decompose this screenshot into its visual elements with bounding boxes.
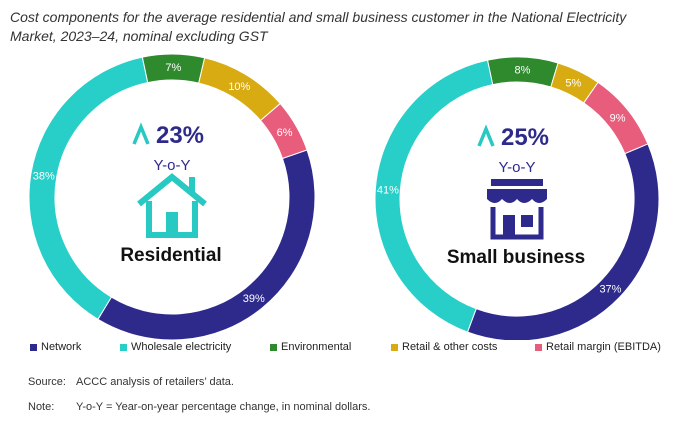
donut-residential: 7% 10% 6% 39% 38% 23% Y-o-Y Residential (28, 53, 316, 340)
legend-label-environmental: Environmental (281, 341, 352, 353)
house-icon (137, 173, 207, 238)
source-label: Source: (28, 376, 66, 388)
legend-label-retail-other: Retail & other costs (402, 341, 498, 353)
donut-charts: 7% 10% 6% 39% 38% 23% Y-o-Y Residential 8% 5% 9% 37… (28, 53, 660, 340)
up-chevron-icon (477, 124, 495, 147)
legend-label-network: Network (41, 341, 82, 353)
slice-small-business-wholesale-electricity (374, 59, 494, 333)
legend-swatch-retail-other (391, 343, 398, 351)
donut-name-residential: Residential (120, 245, 221, 266)
legend-label-retail-margin: Retail margin (EBITDA) (546, 341, 661, 353)
data-label-residential-retail-other-costs: 10% (228, 81, 250, 93)
up-chevron-icon (132, 122, 150, 145)
legend-item-retail-margin: Retail margin (EBITDA) (535, 341, 661, 353)
donut-small-business: 8% 5% 9% 37% 41% 25% Y-o-Y Small business (374, 56, 660, 340)
legend-item-retail-other: Retail & other costs (391, 341, 497, 353)
source-note: Source: ACCC analysis of retailers’ data. (28, 376, 234, 388)
data-label-residential-environmental: 7% (165, 62, 181, 74)
legend-swatch-network (30, 343, 37, 351)
footnote: Note: Y-o-Y = Year-on-year percentage cha… (28, 401, 370, 413)
legend-label-wholesale: Wholesale electricity (131, 341, 232, 353)
note-text: Y-o-Y = Year-on-year percentage change, … (76, 401, 371, 413)
legend-item-environmental: Environmental (270, 341, 351, 353)
data-label-residential-retail-margin-ebitda: 6% (277, 127, 293, 139)
note-label: Note: (28, 401, 55, 413)
slice-residential-wholesale-electricity (28, 56, 149, 321)
legend-item-wholesale: Wholesale electricity (120, 341, 231, 353)
legend-item-network: Network (30, 341, 81, 353)
donut-name-small-business: Small business (447, 247, 585, 268)
data-label-small-business-environmental: 8% (514, 65, 530, 77)
change-label-small-business: Y-o-Y (499, 159, 536, 176)
source-text: ACCC analysis of retailers’ data. (76, 376, 234, 388)
change-label-residential: Y-o-Y (154, 157, 191, 174)
chart-title: Cost components for the average resident… (10, 9, 627, 44)
shop-icon (487, 179, 547, 240)
data-label-small-business-retail-other-costs: 5% (565, 77, 581, 89)
data-label-small-business-network: 37% (599, 284, 621, 296)
slice-small-business-network (466, 143, 660, 340)
change-value-small-business: 25% (501, 124, 549, 151)
legend-swatch-wholesale (120, 343, 127, 351)
legend-swatch-retail-margin (535, 343, 542, 351)
data-label-small-business-wholesale-electricity: 41% (377, 185, 399, 197)
legend: Network Wholesale electricity Environmen… (30, 341, 670, 357)
data-label-residential-wholesale-electricity: 38% (33, 170, 55, 182)
legend-swatch-environmental (270, 343, 277, 351)
data-label-small-business-retail-margin-ebitda: 9% (610, 113, 626, 125)
data-label-residential-network: 39% (243, 293, 265, 305)
change-value-residential: 23% (156, 122, 204, 149)
